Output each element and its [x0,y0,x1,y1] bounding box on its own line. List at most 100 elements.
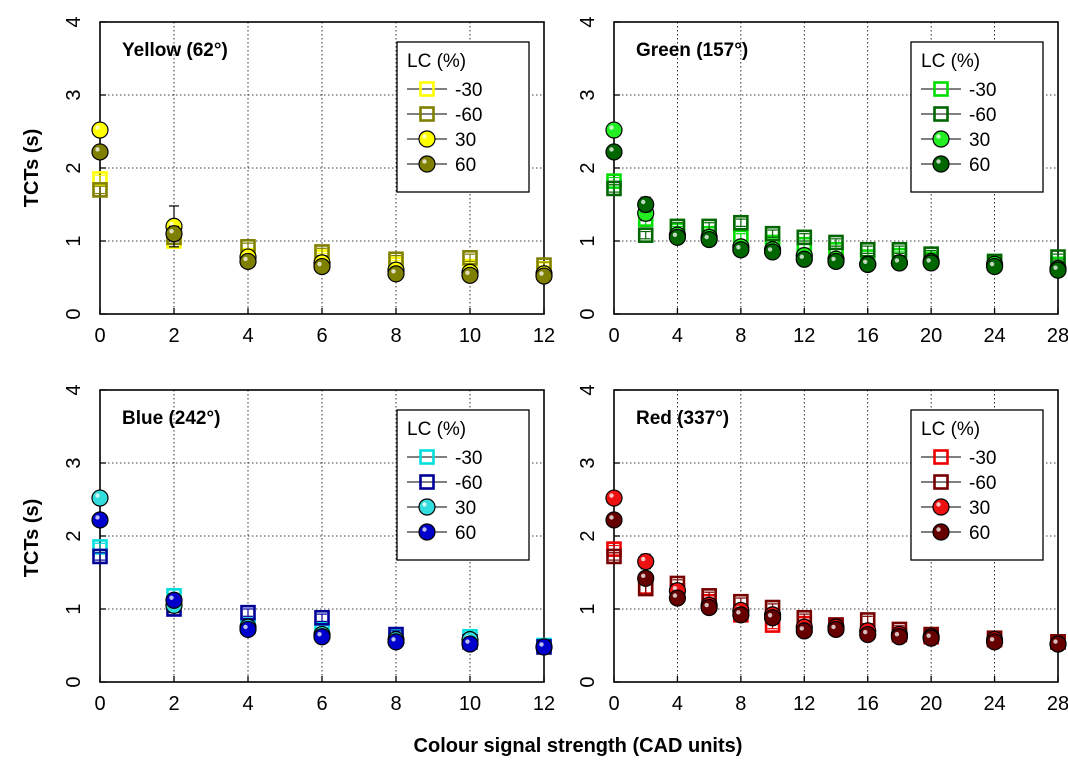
data-point-highlight [609,147,614,152]
data-point-highlight [243,624,248,630]
data-layer [91,489,553,656]
data-point-highlight [894,632,900,637]
data-point [637,569,655,587]
legend-title: LC (%) [407,419,466,440]
series-60 [91,143,553,285]
x-tick-label: 12 [533,693,555,715]
data-point-highlight [95,147,100,152]
data-point-highlight [704,602,709,608]
x-tick-label: 0 [608,325,619,347]
data-point [314,609,330,626]
x-tick-label: 24 [983,693,1005,715]
legend-title: LC (%) [407,51,466,72]
data-point-highlight [989,637,995,642]
legend: LC (%) -30 -60 30 60 [396,409,530,561]
x-tick-label: 8 [735,325,746,347]
data-point [637,552,655,571]
data-point-highlight [539,271,544,276]
data-point [165,225,183,243]
x-axis-label: Colour signal strength (CAD units) [414,735,743,757]
data-point-highlight [863,259,868,265]
data-point-highlight [863,629,868,635]
x-tick-label: 2 [168,693,179,715]
legend-label: 30 [455,498,476,519]
data-point [859,625,877,644]
data-point [92,182,108,198]
data-point [1049,261,1067,279]
y-tick-label: 3 [577,89,599,100]
data-point [890,254,909,272]
data-point-highlight [989,261,995,267]
data-point [461,266,479,284]
data-point [1049,635,1067,653]
data-point-highlight [736,245,741,250]
y-axis-label-top: TCTs (s) [21,129,43,208]
data-point [239,252,257,271]
legend-marker-highlight [936,502,941,507]
x-tick-label: 6 [316,325,327,347]
data-point [668,589,687,607]
data-point-highlight [926,633,931,638]
legend-title: LC (%) [921,51,980,72]
data-point [922,254,940,272]
data-point-highlight [704,234,709,240]
legend-label: 60 [969,155,990,176]
x-tick-label: 16 [857,325,879,347]
y-tick-label: 1 [63,235,85,246]
legend-title: LC (%) [921,419,980,440]
data-point [732,241,750,259]
legend-label: -60 [455,473,482,494]
legend: LC (%) -30 -60 30 60 [910,409,1044,561]
data-point [605,121,623,139]
legend-marker-highlight [422,134,427,139]
data-point [985,257,1004,276]
y-tick-label: 0 [577,308,599,319]
x-tick-label: 6 [316,693,327,715]
data-point-highlight [831,624,836,630]
legend-marker-highlight [936,527,941,532]
legend-marker [419,474,435,490]
data-point [313,628,331,646]
y-tick-label: 0 [63,676,85,687]
data-point [605,511,623,529]
data-point [700,598,718,617]
legend-marker [933,106,949,122]
data-point-highlight [1053,639,1058,644]
panel-title: Green (157°) [636,40,748,61]
legend-label: -60 [969,105,996,126]
y-tick-label: 4 [63,384,85,395]
data-point [668,228,687,246]
data-point [637,227,654,243]
y-tick-label: 4 [577,384,599,395]
x-tick-label: 0 [94,693,105,715]
data-point-highlight [672,593,678,598]
data-point [92,171,108,187]
x-tick-label: 8 [390,693,401,715]
x-tick-label: 10 [459,693,481,715]
data-point [605,489,623,507]
data-point-highlight [672,586,678,591]
x-tick-label: 28 [1047,693,1068,715]
legend-label: 30 [455,130,476,151]
data-point-highlight [609,515,614,520]
data-point [763,609,782,627]
legend-label: -30 [969,80,996,101]
y-tick-label: 3 [577,457,599,468]
data-point [387,265,405,283]
series-60 [91,511,553,656]
y-tick-label: 1 [577,235,599,246]
x-tick-label: 24 [983,325,1005,347]
series-60 [605,143,1067,279]
y-tick-label: 1 [63,603,85,614]
x-tick-label: 4 [242,693,253,715]
data-point [827,620,845,639]
x-tick-label: 20 [920,693,942,715]
legend: LC (%) -30 -60 30 60 [396,41,530,193]
legend-marker [419,449,435,465]
legend-marker-highlight [936,134,941,139]
legend-marker [419,106,435,122]
x-tick-label: 8 [390,325,401,347]
data-point-highlight [391,637,396,642]
legend-label: -30 [455,80,482,101]
